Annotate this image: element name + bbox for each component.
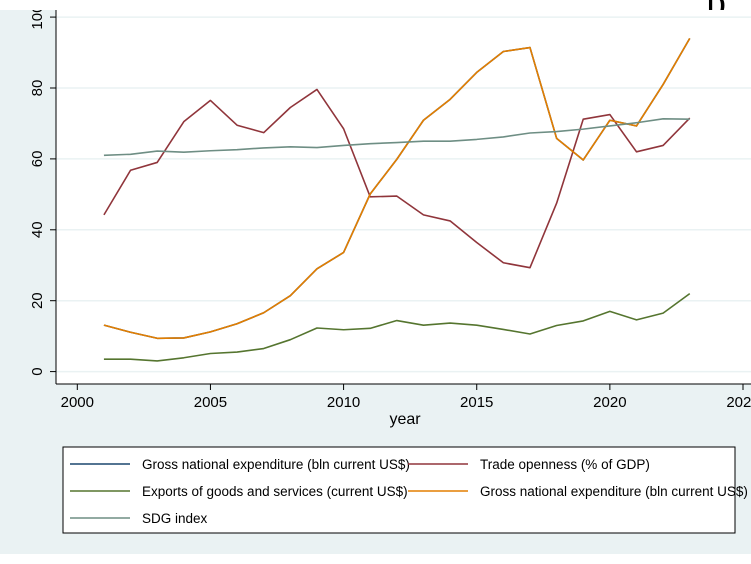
x-axis-title: year (389, 411, 421, 428)
x-tick-label: 2020 (593, 394, 626, 411)
legend-label-3: Gross national expenditure (bln current … (480, 484, 748, 499)
x-tick-label: 2010 (327, 394, 360, 411)
y-tick-label: 0 (29, 367, 46, 375)
legend-label-4: SDG index (142, 511, 208, 526)
x-tick-label: 2015 (460, 394, 493, 411)
legend-layer: Gross national expenditure (bln current … (70, 457, 748, 526)
chart-svg: 2000 2005 2010 2015 2020 2025 0 20 40 60 80 100 ye… (0, 10, 751, 554)
y-tick-label: 40 (29, 221, 46, 238)
legend-label-1: Trade openness (% of GDP) (480, 457, 650, 472)
series-layer (103, 37, 691, 362)
x-tick-label: 2025 (726, 394, 751, 411)
series-line-1 (103, 88, 691, 269)
y-tick-label: 60 (29, 151, 46, 168)
x-tick-label: 2005 (194, 394, 227, 411)
series-line-3 (103, 37, 691, 340)
x-ticks-layer: 2000 2005 2010 2015 2020 2025 (61, 384, 751, 411)
y-tick-label: 100 (29, 10, 46, 30)
x-tick-label: 2000 (61, 394, 94, 411)
y-tick-label: 80 (29, 80, 46, 97)
legend-label-0: Gross national expenditure (bln current … (142, 457, 410, 472)
plot-background (56, 10, 751, 384)
legend-box (62, 446, 736, 534)
y-tick-label: 20 (29, 292, 46, 309)
y-ticks-layer: 0 20 40 60 80 100 (29, 10, 56, 376)
legend-label-2: Exports of goods and services (current U… (142, 484, 408, 499)
series-line-2 (103, 292, 691, 362)
grid-layer (56, 16, 751, 373)
series-line-4 (103, 118, 690, 157)
header-strip (0, 0, 751, 10)
